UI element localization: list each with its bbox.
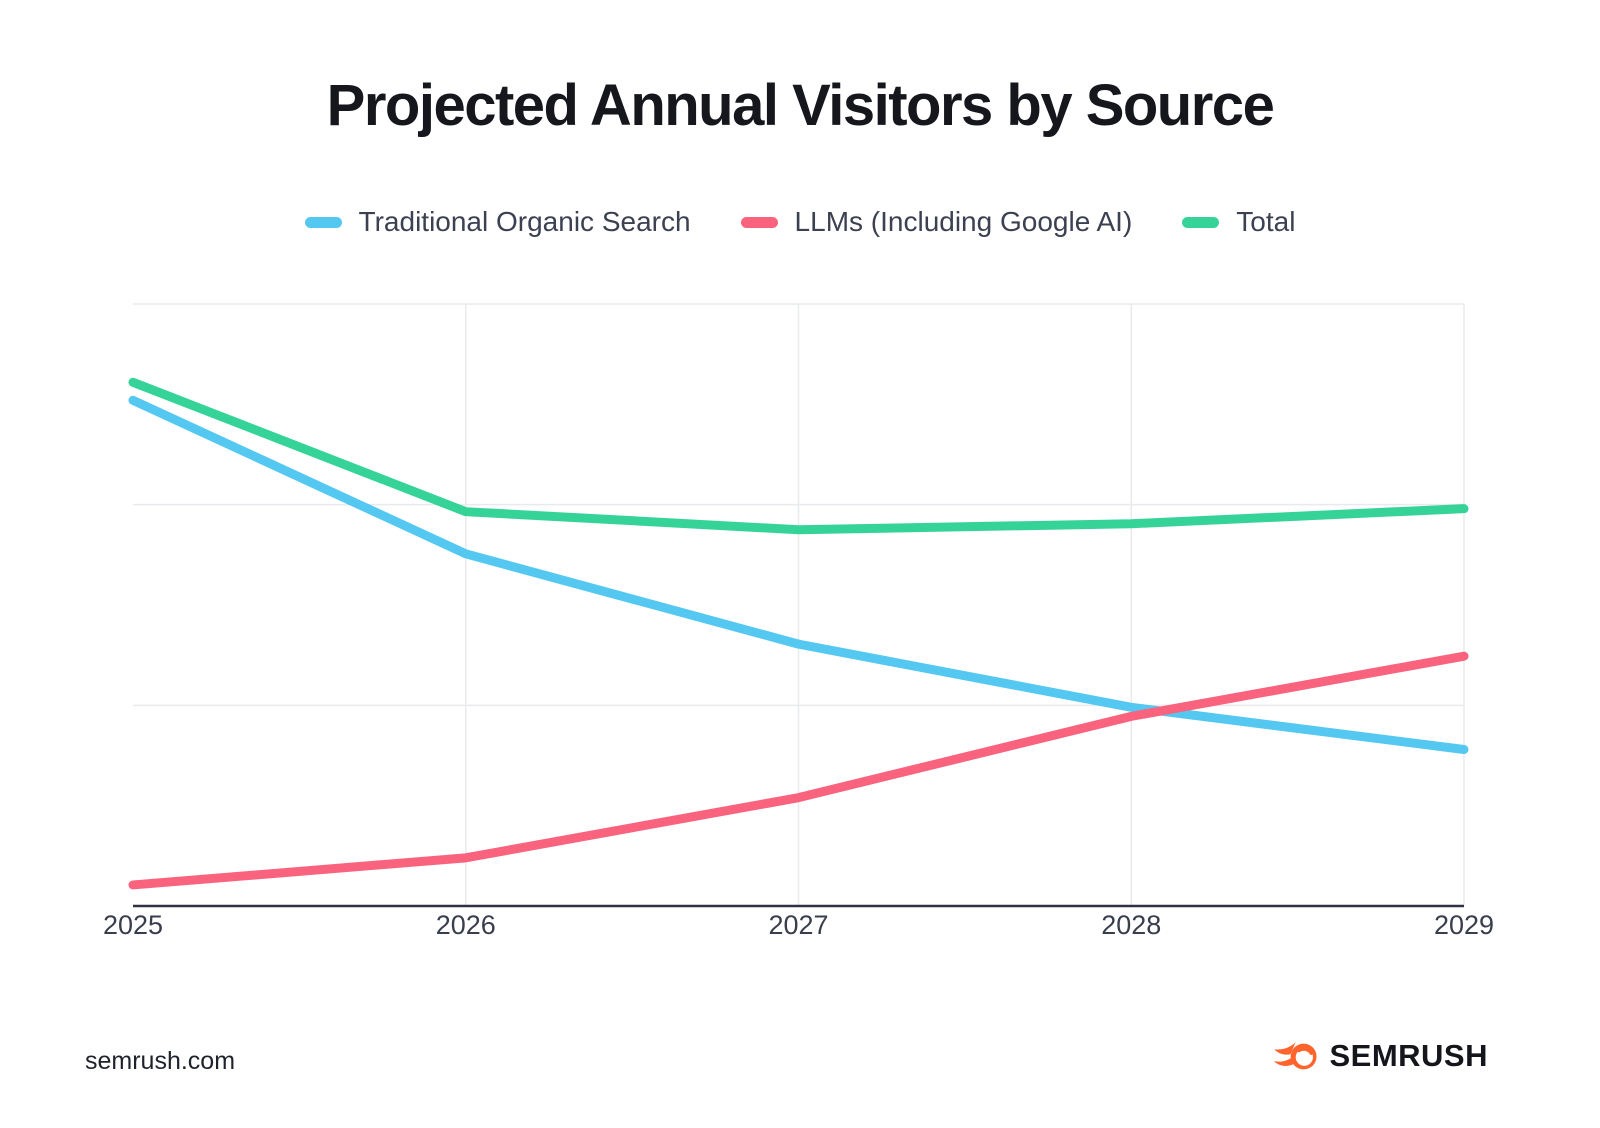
series-line-total <box>128 377 1469 535</box>
legend-swatch-icon <box>304 216 342 228</box>
x-tick-label: 2029 <box>1433 910 1495 940</box>
semrush-logo-text: SEMRUSH <box>1329 1038 1488 1073</box>
series-line-traditional-organic-search <box>128 395 1469 754</box>
x-tick-label: 2027 <box>768 910 829 940</box>
x-tick-label: 2025 <box>102 910 164 940</box>
legend-label: Total <box>1236 206 1296 237</box>
legend-swatch-icon <box>740 216 778 228</box>
x-tick-label: 2028 <box>1101 910 1162 940</box>
legend-item: LLMs (Including Google AI) <box>740 206 1133 238</box>
legend-item: Total <box>1182 206 1295 238</box>
legend-swatch-icon <box>1182 216 1220 228</box>
legend-label: LLMs (Including Google AI) <box>794 206 1133 237</box>
semrush-flame-icon <box>1274 1041 1318 1069</box>
source-url: semrush.com <box>85 1047 236 1075</box>
legend-item: Traditional Organic Search <box>304 206 691 238</box>
semrush-logo: SEMRUSH <box>1272 1038 1488 1074</box>
x-tick-label: 2026 <box>435 910 496 940</box>
legend: Traditional Organic Search LLMs (Includin… <box>0 206 1600 238</box>
chart-title: Projected Annual Visitors by Source <box>326 73 1275 138</box>
legend-label: Traditional Organic Search <box>358 206 691 237</box>
series-line-llms-including-google-ai <box>128 651 1469 890</box>
